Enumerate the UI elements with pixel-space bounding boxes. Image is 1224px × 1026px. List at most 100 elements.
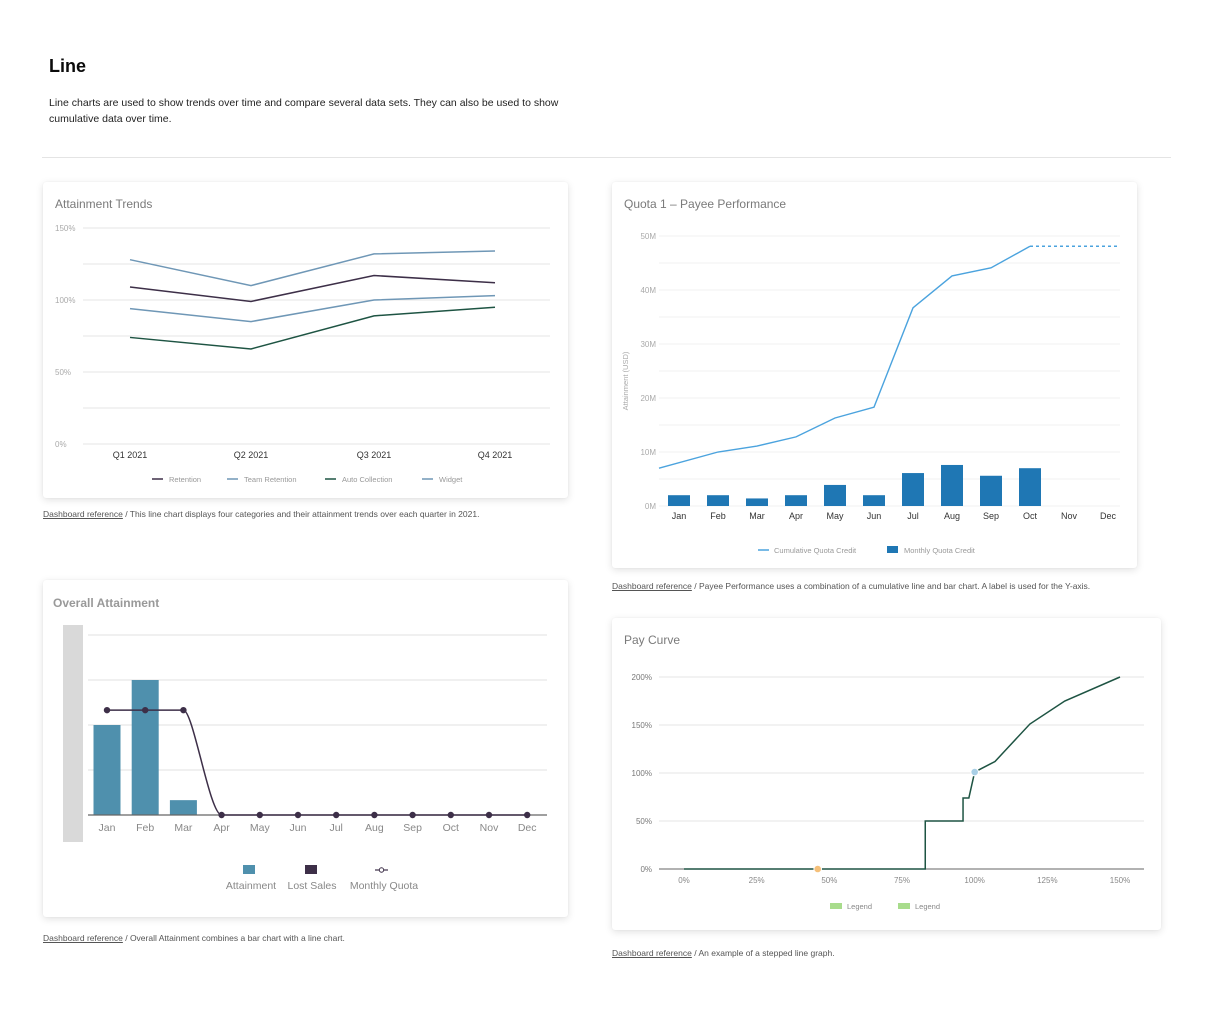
caption-text: / Payee Performance uses a combination o…: [691, 581, 1091, 591]
x-tick-label: Feb: [136, 822, 154, 834]
payee-performance-card: Quota 1 – Payee Performance 0M 10M 20M 30M 4…: [612, 182, 1137, 568]
marker-point: [813, 864, 823, 874]
x-tick-label: Apr: [789, 511, 803, 521]
x-tick-label: Jun: [867, 511, 882, 521]
y-tick-label: 20M: [640, 394, 656, 403]
dashboard-reference-link[interactable]: Dashboard reference: [612, 581, 692, 591]
x-tick-label: 125%: [1037, 876, 1057, 885]
caption-text: / This line chart displays four categori…: [122, 509, 480, 519]
legend-label: Auto Collection: [342, 475, 392, 484]
x-tick-label: Sep: [403, 822, 422, 834]
bar: [668, 495, 690, 506]
series-line-auto-collection: [129, 306, 496, 350]
quota-point: [409, 811, 416, 819]
legend-label: Team Retention: [244, 475, 297, 484]
y-tick-label: 50%: [636, 817, 652, 826]
quota-point: [333, 811, 340, 819]
quota-point: [485, 811, 493, 819]
y-tick-label: 100%: [55, 296, 75, 305]
x-tick-label: Aug: [944, 511, 960, 521]
dashboard-reference-link[interactable]: Dashboard reference: [612, 948, 692, 958]
caption-attainment-trends: Dashboard reference / This line chart di…: [43, 509, 479, 519]
bar: [980, 475, 1002, 506]
pay-curve-line: [684, 676, 1121, 870]
bar: [824, 484, 846, 506]
y-tick-label: 30M: [640, 340, 656, 349]
x-tick-label: Q3 2021: [357, 450, 392, 460]
bar: [902, 473, 924, 506]
bar: [169, 800, 197, 815]
x-tick-label: May: [250, 822, 271, 834]
y-axis-label: Attainment (USD): [621, 351, 630, 410]
series-line-team-retention: [129, 294, 496, 323]
y-axis-placeholder: [63, 625, 83, 842]
bar: [1019, 468, 1041, 506]
x-tick-label: Dec: [1100, 511, 1117, 521]
legend-swatch-marker: [378, 867, 385, 873]
y-tick-label: 10M: [640, 448, 656, 457]
x-tick-label: Apr: [213, 822, 230, 834]
x-tick-label: Q2 2021: [234, 450, 269, 460]
pay-curve-card: Pay Curve 0% 50% 100% 150% 200% 0% 25% 50% 75% 10…: [612, 618, 1161, 930]
x-tick-label: 25%: [749, 876, 765, 885]
caption-text: / An example of a stepped line graph.: [691, 948, 835, 958]
overall-attainment-card: Overall Attainment Jan Feb Mar Apr May Jun Jul…: [43, 580, 568, 917]
bar: [941, 464, 963, 506]
x-tick-label: Feb: [710, 511, 726, 521]
x-tick-label: 75%: [894, 876, 910, 885]
monthly-quota-line: [107, 709, 528, 816]
bar: [746, 498, 768, 506]
legend-swatch: [243, 865, 255, 874]
y-tick-label: 40M: [640, 286, 656, 295]
payee-performance-chart: 0M 10M 20M 30M 40M 50M Attainment (USD) Jan Feb M…: [621, 232, 1120, 555]
bar: [131, 680, 159, 815]
legend-label: Legend: [915, 902, 940, 911]
x-tick-label: Oct: [1023, 511, 1038, 521]
dashboard-reference-link[interactable]: Dashboard reference: [43, 509, 123, 519]
x-tick-label: Mar: [174, 822, 193, 834]
x-tick-label: Nov: [480, 822, 499, 834]
x-tick-label: Sep: [983, 511, 999, 521]
legend-label: Retention: [169, 475, 201, 484]
series-line-widget: [129, 250, 496, 287]
legend-swatch: [898, 903, 910, 909]
x-tick-label: Jan: [99, 822, 116, 834]
quota-point: [447, 811, 454, 819]
x-tick-label: Q1 2021: [113, 450, 148, 460]
dashboard-reference-link[interactable]: Dashboard reference: [43, 933, 123, 943]
legend-label: Attainment: [226, 880, 276, 892]
y-tick-label: 200%: [632, 673, 652, 682]
series-line-retention: [129, 274, 496, 303]
quota-point: [142, 706, 149, 714]
chart-title: Quota 1 – Payee Performance: [624, 197, 787, 211]
page-description: Line charts are used to show trends over…: [49, 97, 559, 125]
x-tick-label: Q4 2021: [478, 450, 513, 460]
bar: [707, 495, 729, 506]
y-tick-label: 0M: [645, 502, 656, 511]
quota-point: [256, 811, 263, 819]
legend-label: Widget: [439, 475, 463, 484]
caption-payee-performance: Dashboard reference / Payee Performance …: [612, 581, 1090, 591]
x-tick-label: Jun: [290, 822, 307, 834]
attainment-trends-chart: 0% 50% 100% 150% Q1 2021 Q2 2021 Q3 2021 Q4 202…: [55, 224, 550, 484]
legend-label: Monthly Quota: [350, 880, 418, 892]
bar: [863, 495, 885, 506]
page-title: Line: [49, 56, 87, 76]
chart-title: Attainment Trends: [55, 197, 153, 211]
y-tick-label: 50%: [55, 368, 71, 377]
caption-text: / Overall Attainment combines a bar char…: [122, 933, 345, 943]
bar: [785, 495, 807, 506]
y-tick-label: 0%: [55, 440, 67, 449]
y-tick-label: 150%: [632, 721, 652, 730]
legend-label: Legend: [847, 902, 872, 911]
x-tick-label: 100%: [964, 876, 984, 885]
quota-point: [218, 811, 225, 819]
pay-curve-chart: 0% 50% 100% 150% 200% 0% 25% 50% 75% 100% 125% 150%…: [632, 673, 1144, 911]
x-tick-label: 0%: [678, 876, 690, 885]
legend-label: Monthly Quota Credit: [904, 546, 976, 555]
x-tick-label: May: [826, 511, 844, 521]
divider: [42, 157, 1171, 158]
quota-point: [103, 706, 111, 714]
bar: [93, 725, 121, 815]
caption-pay-curve: Dashboard reference / An example of a st…: [612, 948, 835, 958]
